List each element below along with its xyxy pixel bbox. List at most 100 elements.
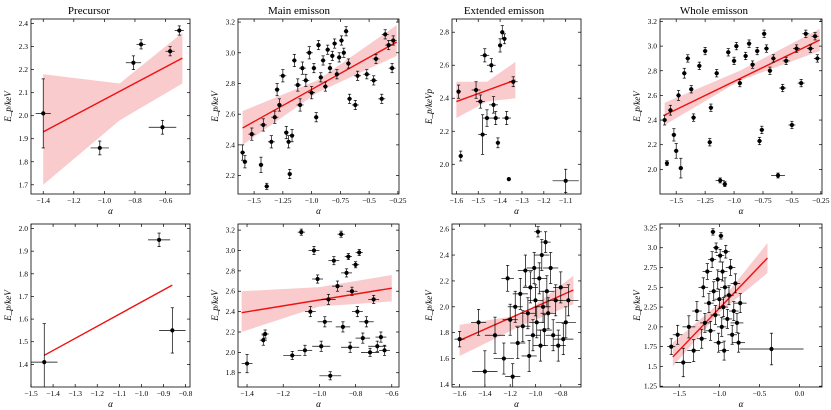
marker [525,311,530,316]
marker [686,324,691,329]
plot-area-whole [662,28,821,187]
x-tick-label-precursor-2: −0.8 [179,389,193,398]
y-tick-label-whole-2: 2.75 [644,263,657,272]
marker [540,304,546,309]
y-tick-label-extended-2: 1.4 [440,380,450,389]
marker [771,56,776,61]
axes-frame-precursor [30,18,191,195]
marker [378,334,384,340]
marker [664,161,670,166]
data-point-main-14 [289,129,295,143]
data-point-main-37 [346,58,351,69]
marker [321,58,326,63]
data-point-extended-12 [500,25,505,40]
y-tick-label-whole: 2.6 [648,91,658,100]
marker [502,36,507,41]
y-tick-label-precursor-2: 1.9 [19,247,29,256]
marker [708,105,714,110]
y-tick-label-precursor-2: 1.8 [19,269,29,278]
x-tick-label-main: −0.5 [362,196,376,205]
data-point-main-2-30 [379,344,390,356]
data-point-main-2-20 [346,286,358,296]
marker [261,122,266,128]
data-point-extended-2-33 [553,271,569,304]
marker [476,320,481,325]
marker [456,89,461,94]
marker [493,115,498,121]
x-tick-label-precursor: −0.6 [159,196,173,205]
marker [769,346,774,352]
confidence-band-precursor [43,32,183,185]
data-point-main-46 [385,40,393,51]
x-tick-label-extended-2: −1.0 [529,389,543,398]
data-point-precursor-5 [165,46,175,57]
marker [527,353,532,359]
data-point-whole-2-11 [705,320,716,341]
x-tick-label-extended: −1.5 [471,196,485,205]
marker [713,312,718,318]
x-tick-label-whole: −1.25 [696,196,714,205]
data-point-main-2-6 [304,306,316,318]
y-tick-label-main: 2.8 [226,79,236,88]
data-point-whole-2-23 [717,261,728,282]
data-point-whole-14 [708,103,714,112]
x-tick-label-main-2: −1.2 [276,389,290,398]
data-point-main-2-25 [359,316,374,328]
marker [726,293,732,298]
marker [349,289,355,294]
marker [287,171,292,177]
data-point-extended-9 [491,111,501,126]
data-point-whole-2-31 [727,324,737,345]
data-point-whole-15 [714,69,720,78]
data-point-extended-16 [508,76,518,88]
data-point-main-3 [258,156,264,173]
plot-area-whole-2 [667,228,804,378]
x-tick-label-precursor-2: −1.2 [90,389,104,398]
data-point-precursor-0 [35,78,51,149]
marker [42,359,47,365]
data-point-extended-2-23 [534,239,550,271]
data-point-whole-2-24 [718,297,729,317]
x-tick-label-whole: −0.5 [785,196,799,205]
x-tick-label-whole: −1.5 [669,196,683,205]
data-point-main-23 [313,112,319,123]
marker [355,309,360,314]
data-point-whole-19 [731,56,737,65]
y-tick-label-extended-2: 2.6 [440,225,450,234]
data-point-main-2-18 [344,253,352,261]
data-point-extended-2-4 [493,342,514,375]
marker [767,68,773,73]
data-point-extended-2-11 [515,310,531,343]
marker [364,72,369,77]
marker [489,63,494,68]
data-point-whole-2-10 [704,293,714,313]
data-point-main-16 [294,78,302,92]
marker [534,320,539,325]
data-point-whole-2-18 [713,332,724,353]
data-point-whole-36 [793,44,801,53]
data-point-main-41 [363,69,371,80]
marker [723,249,728,254]
marker [307,50,312,55]
marker [515,340,520,346]
fit-line-whole [664,39,820,116]
y-tick-label-main-2: 2.4 [226,307,236,316]
data-point-main-32 [334,69,340,80]
data-point-main-10 [279,69,287,83]
marker [691,348,696,353]
y-tick-label-extended: 2.6 [440,61,450,70]
data-point-whole-24 [750,60,755,69]
data-point-main-26 [320,55,326,66]
y-tick-label-whole-2: 2.5 [648,283,658,292]
y-tick-label-main-2: 2.8 [226,266,236,275]
data-point-main-47 [388,63,396,74]
marker [799,80,804,86]
data-point-whole-2-4 [687,339,701,363]
y-tick-label-whole: 3.0 [648,42,658,51]
data-point-extended-1 [458,150,463,162]
data-point-whole-23 [746,39,752,48]
x-tick-label-extended-2: −1.2 [503,389,517,398]
panel-title-precursor: Precursor [68,5,110,17]
data-point-whole-2-16 [712,242,720,253]
marker [299,230,304,235]
